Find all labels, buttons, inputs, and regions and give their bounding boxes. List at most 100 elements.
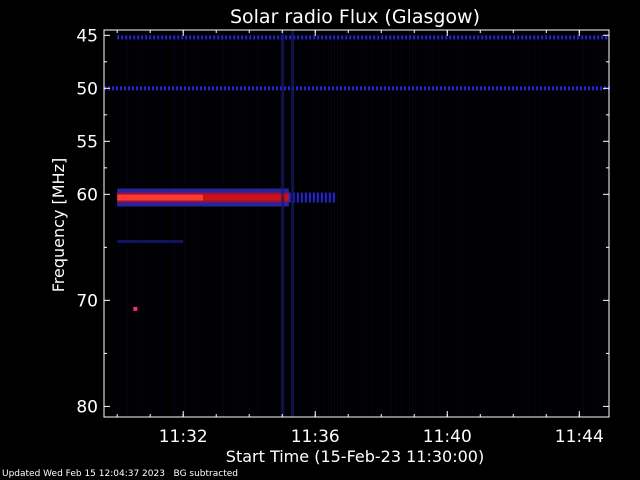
emission-band-tick: [492, 86, 494, 91]
noise-streak: [481, 31, 482, 416]
emission-band-tick: [537, 35, 540, 40]
noise-streak: [172, 31, 173, 416]
emission-band-tick: [328, 86, 330, 91]
noise-streak: [208, 31, 209, 416]
emission-band-tick: [196, 86, 198, 91]
noise-streak: [196, 31, 197, 416]
emission-band-tick: [268, 86, 270, 91]
updated-text: Updated Wed Feb 15 12:04:37 2023: [2, 469, 165, 479]
emission-band-tick: [128, 86, 130, 91]
noise-streak: [301, 31, 302, 416]
noise-streak: [361, 31, 362, 416]
emission-band-tick: [124, 86, 126, 91]
noise-streak: [265, 31, 266, 416]
noise-streak: [550, 31, 551, 416]
emission-band-tick: [273, 35, 276, 40]
noise-streak: [352, 31, 353, 416]
emission-band-tick: [544, 86, 546, 91]
noise-streak: [148, 31, 149, 416]
emission-band-tick: [557, 35, 560, 40]
emission-band-tick: [388, 86, 390, 91]
emission-band-tick: [244, 86, 246, 91]
emission-band-tick: [312, 192, 315, 203]
emission-band-tick: [561, 35, 564, 40]
noise-streak: [430, 31, 431, 416]
emission-band-tick: [269, 35, 272, 40]
noise-streak: [328, 31, 329, 416]
noise-streak: [271, 31, 272, 416]
x-axis: 11:32 11:36 11:40 11:44: [116, 30, 604, 447]
emission-band-tick: [512, 86, 514, 91]
emission-band-tick: [260, 86, 262, 91]
emission-spot: [133, 306, 138, 311]
y-tick-label: 50: [76, 79, 98, 99]
emission-band-tick: [540, 86, 542, 91]
emission-band-tick: [301, 35, 304, 40]
emission-band-tick: [325, 35, 328, 40]
emission-band-tick: [261, 35, 264, 40]
emission-band-tick: [377, 35, 380, 40]
emission-band-tick: [156, 86, 158, 91]
noise-streak: [334, 31, 335, 416]
emission-band-tick: [121, 35, 124, 40]
emission-band-tick: [521, 35, 524, 40]
noise-streak: [421, 31, 422, 416]
emission-band-tick: [468, 86, 470, 91]
emission-band-tick: [209, 35, 212, 40]
emission-band-tick: [409, 35, 412, 40]
emission-band-tick: [337, 35, 340, 40]
emission-band-tick: [304, 86, 306, 91]
emission-band-tick: [252, 86, 254, 91]
noise-streak: [304, 31, 305, 416]
emission-band-tick: [320, 192, 323, 203]
emission-band-tick: [488, 86, 490, 91]
noise-streak: [415, 31, 416, 416]
emission-band-tick: [360, 86, 362, 91]
noise-streak: [256, 31, 257, 416]
emission-band-tick: [161, 35, 164, 40]
noise-streak: [223, 31, 224, 416]
noise-streak: [490, 31, 491, 416]
emission-band-tick: [461, 35, 464, 40]
emission-band-tick: [169, 35, 172, 40]
noise-streak: [538, 31, 539, 416]
noise-streak: [373, 31, 374, 416]
emission-band-tick: [373, 35, 376, 40]
noise-streak: [190, 31, 191, 416]
noise-streak: [151, 31, 152, 416]
emission-band-tick: [137, 35, 140, 40]
noise-streak: [184, 31, 185, 416]
emission-band-tick: [341, 35, 344, 40]
emission-band-tick: [321, 35, 324, 40]
noise-streak: [505, 31, 506, 416]
emission-band-tick: [448, 86, 450, 91]
emission-band-tick: [401, 35, 404, 40]
noise-streak: [214, 31, 215, 416]
emission-band-tick: [213, 35, 216, 40]
noise-streak: [340, 31, 341, 416]
emission-band-tick: [517, 35, 520, 40]
noise-streak: [220, 31, 221, 416]
emission-band-core: [203, 194, 289, 201]
emission-band-tick: [460, 86, 462, 91]
emission-band-tick: [141, 35, 144, 40]
noise-streak: [448, 31, 449, 416]
emission-band-tick: [257, 35, 260, 40]
emission-band-core: [117, 194, 204, 201]
emission-band-tick: [400, 86, 402, 91]
emission-band-tick: [248, 86, 250, 91]
emission-band-tick: [205, 35, 208, 40]
noise-streak: [583, 31, 584, 416]
noise-streak: [553, 31, 554, 416]
emission-band-tick: [477, 35, 480, 40]
noise-streak: [124, 31, 125, 416]
emission-band-tick: [120, 86, 122, 91]
noise-streak: [178, 31, 179, 416]
emission-band-tick: [456, 86, 458, 91]
emission-band-tick: [597, 35, 600, 40]
noise-streak: [280, 31, 281, 416]
y-tick-label: 60: [76, 185, 98, 205]
emission-band-tick: [493, 35, 496, 40]
noise-streak: [556, 31, 557, 416]
noise-streak: [508, 31, 509, 416]
